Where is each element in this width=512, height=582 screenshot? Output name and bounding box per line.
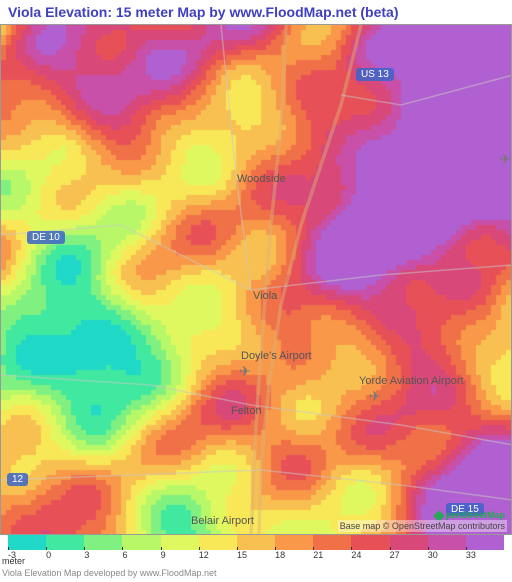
legend-ticks: -303691215182124273033: [8, 550, 504, 562]
legend-segment: [46, 535, 84, 550]
legend-tick: 24: [351, 550, 389, 562]
legend-tick: 21: [313, 550, 351, 562]
legend-segment: [199, 535, 237, 550]
legend-segment: [313, 535, 351, 550]
legend-segment: [122, 535, 160, 550]
footer-text: Viola Elevation Map developed by www.Flo…: [2, 568, 216, 578]
elevation-map[interactable]: WoodsideViolaDoyle's AirportFeltonYorde …: [0, 24, 512, 535]
legend-tick: 15: [237, 550, 275, 562]
heatmap-layer: [1, 25, 512, 535]
legend-tick: 9: [161, 550, 199, 562]
legend-tick: 12: [199, 550, 237, 562]
map-attribution: Base map © OpenStreetMap contributors: [338, 520, 507, 532]
legend-tick: 3: [84, 550, 122, 562]
legend-segment: [275, 535, 313, 550]
legend-tick: 27: [390, 550, 428, 562]
elevation-legend: -303691215182124273033 meter Viola Eleva…: [0, 535, 512, 580]
legend-tick: 30: [428, 550, 466, 562]
legend-tick: 6: [122, 550, 160, 562]
legend-unit: meter: [2, 556, 25, 566]
legend-tick: 33: [466, 550, 504, 562]
legend-tick: 0: [46, 550, 84, 562]
legend-segment: [161, 535, 199, 550]
page-title: Viola Elevation: 15 meter Map by www.Flo…: [0, 0, 512, 24]
legend-segment: [466, 535, 504, 550]
legend-segment: [84, 535, 122, 550]
legend-segment: [351, 535, 389, 550]
legend-colorbar: [8, 535, 504, 550]
legend-segment: [428, 535, 466, 550]
legend-segment: [8, 535, 46, 550]
legend-segment: [237, 535, 275, 550]
legend-tick: 18: [275, 550, 313, 562]
osm-logo: penStreetMap: [435, 510, 505, 520]
legend-segment: [390, 535, 428, 550]
